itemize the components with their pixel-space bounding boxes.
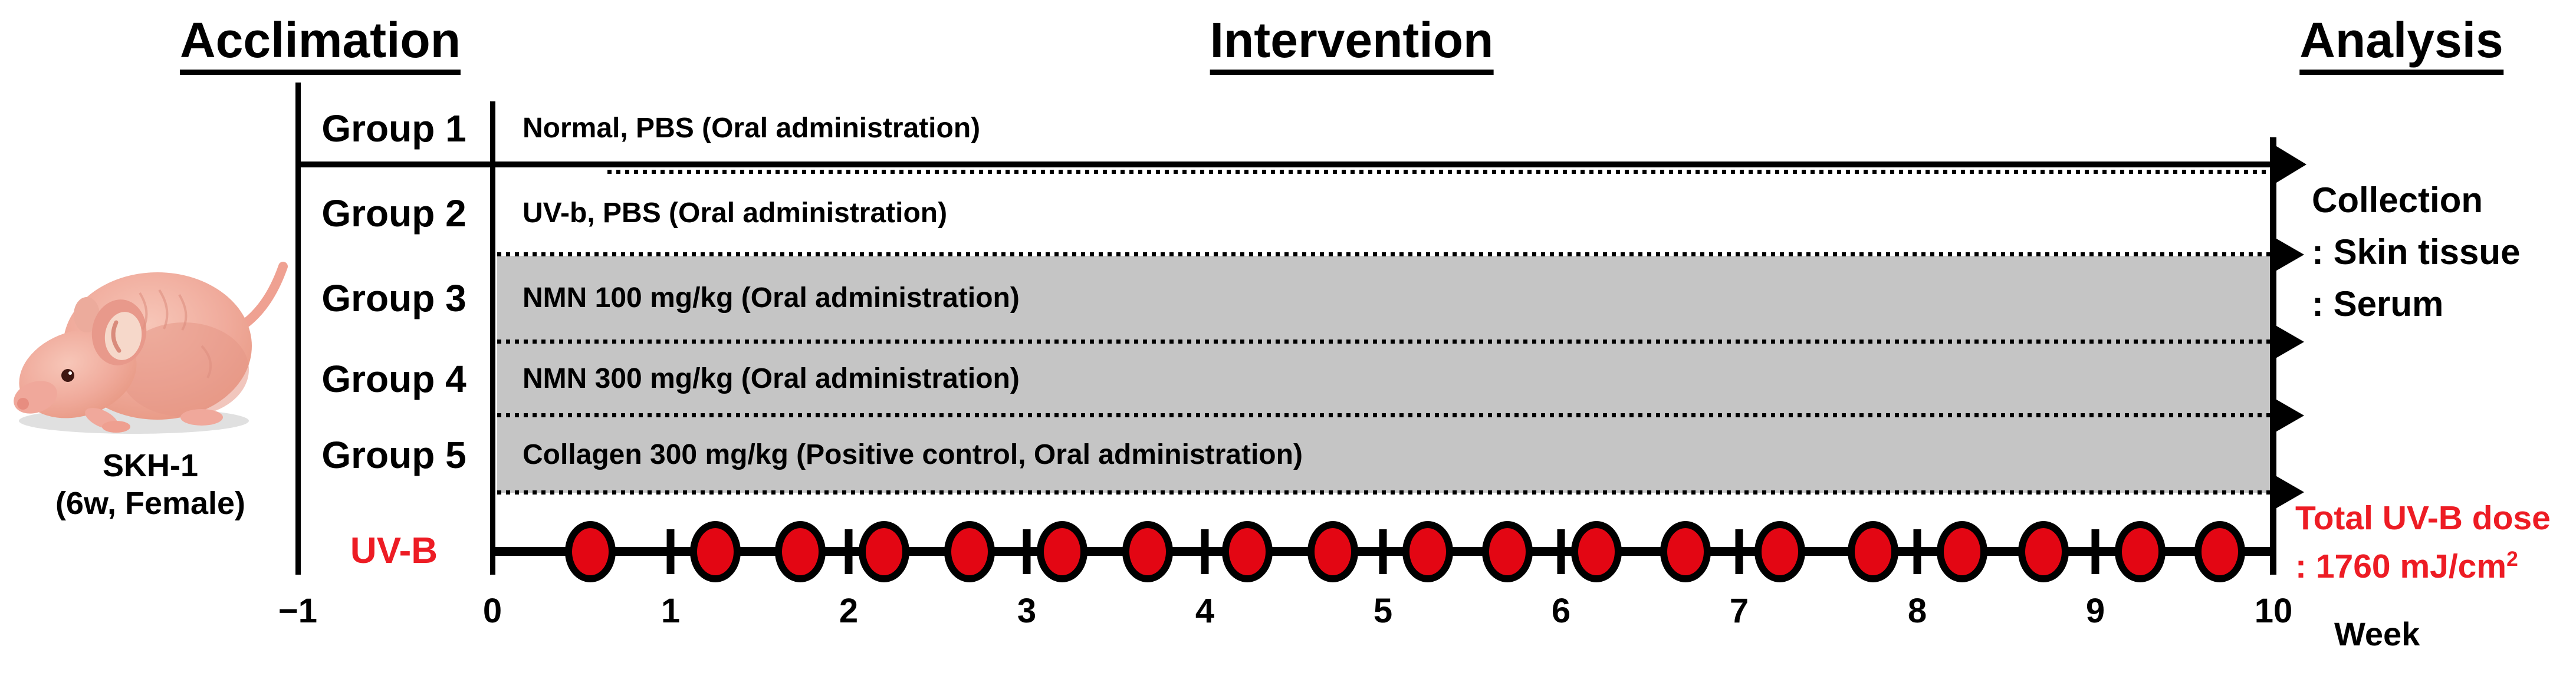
uvb-week-tick-8 [1913,529,1921,574]
week-label-9: 9 [2085,592,2105,630]
uvb-exposure-dot-12 [1571,521,1622,582]
uvb-exposure-dot-4 [859,521,910,582]
mouse-front-foot [102,421,130,433]
collection-title: Collection [2312,180,2483,220]
arrow-group3 [2273,324,2304,360]
mouse-eye-highlight [68,371,72,375]
uvb-exposure-dot-17 [2018,521,2069,582]
mouse-illustration-svg [14,262,288,434]
week-label-2: 2 [839,592,859,630]
week-label-4: 4 [1195,592,1215,630]
mouse-ear-far [74,297,100,332]
week-label-1: 1 [661,592,681,630]
uvb-exposure-dot-19 [2194,521,2246,582]
subject-strain: SKH-1 [102,448,199,483]
group-label-1: Group 1 [321,107,466,150]
collection-item-1: : Skin tissue [2312,232,2521,272]
mouse-haunch [119,322,249,417]
subject-caption: SKH-1 (6w, Female) [9,447,292,522]
week-label-7: 7 [1729,592,1749,630]
mouse-nose [17,398,29,410]
uvb-total-dose: Total UV-B dose : 1760 mJ/cm2 [2295,497,2551,587]
mouse-photo [7,225,302,442]
group1-dotted-timeline [607,170,2271,174]
boundary-group2-group3 [497,252,2271,256]
uvb-exposure-dot-8 [1222,521,1273,582]
week-label-0: 0 [482,592,502,630]
mouse-ear-fold [111,320,121,353]
uvb-week-tick-7 [1735,529,1743,574]
group-treatment-2: UV-b, PBS (Oral administration) [523,197,948,229]
uvb-exposure-dot-3 [775,521,826,582]
collection-item-2: : Serum [2312,284,2444,324]
uvb-week-tick-4 [1201,529,1209,574]
uvb-dose-value: : 1760 mJ/cm2 [2295,548,2518,585]
uvb-week-tick-3 [1023,529,1031,574]
group-treatment-3: NMN 100 mg/kg (Oral administration) [523,282,1020,314]
group-label-4: Group 4 [321,358,466,400]
boundary-group4-group5 [497,413,2271,417]
uvb-week-tick-2 [845,529,853,574]
uvb-exposure-dot-14 [1754,521,1806,582]
group-label-5: Group 5 [321,434,466,476]
group-treatment-4: NMN 300 mg/kg (Oral administration) [523,363,1020,394]
uvb-exposure-dot-9 [1307,521,1359,582]
arrow-group1 [2273,144,2306,184]
uvb-week-tick-9 [2091,529,2099,574]
group-treatment-1: Normal, PBS (Oral administration) [523,113,981,144]
group1-solid-timeline [298,161,2271,167]
acclimation-start-line [295,83,301,575]
phase-title-analysis: Analysis [2299,15,2503,75]
uvb-week-tick-6 [1557,529,1565,574]
uvb-exposure-dot-13 [1660,521,1711,582]
uvb-exposure-dot-2 [689,521,741,582]
group-label-3: Group 3 [321,277,466,319]
intervention-start-line [490,101,495,575]
group-treatment-5: Collagen 300 mg/kg (Positive control, Or… [523,439,1303,470]
phase-title-acclimation: Acclimation [179,15,461,75]
week-label-10: 10 [2254,592,2293,630]
uvb-exposure-dot-1 [565,521,616,582]
analysis-end-line [2270,137,2276,575]
arrow-group5 [2273,474,2304,510]
week-label-5: 5 [1373,592,1393,630]
uvb-exposure-dot-15 [1847,521,1898,582]
uvb-exposure-dot-10 [1402,521,1453,582]
uvb-row-label: UV-B [350,530,438,571]
week-axis-unit: Week [2334,615,2420,652]
uvb-exposure-dot-5 [944,521,995,582]
uvb-week-tick-5 [1379,529,1387,574]
uvb-exposure-dot-18 [2114,521,2166,582]
dose-exponent: 2 [2506,548,2518,571]
group-label-2: Group 2 [321,192,466,235]
mouse-rear-foot [180,409,223,426]
uvb-week-tick-1 [666,529,675,574]
boundary-group3-group4 [497,340,2271,344]
collection-block: Collection : Skin tissue : Serum [2312,174,2520,330]
arrow-group2 [2273,237,2304,272]
week-label-3: 3 [1017,592,1037,630]
uvb-exposure-dot-16 [1936,521,1987,582]
subject-details: (6w, Female) [55,486,246,521]
arrow-group4 [2273,398,2304,433]
uvb-exposure-dot-11 [1482,521,1533,582]
uvb-exposure-dot-6 [1037,521,1088,582]
phase-title-intervention: Intervention [1210,15,1494,75]
week-label-6: 6 [1551,592,1571,630]
mouse-wrinkles [139,289,212,378]
uvb-dose-title: Total UV-B dose [2295,499,2551,537]
uvb-exposure-dot-7 [1122,521,1174,582]
mouse-eye [61,369,74,382]
week-label--1: −1 [278,592,318,630]
week-label-8: 8 [1907,592,1927,630]
boundary-group5-bottom [497,490,2271,495]
shaded-band-groups-3-5 [497,256,2272,493]
